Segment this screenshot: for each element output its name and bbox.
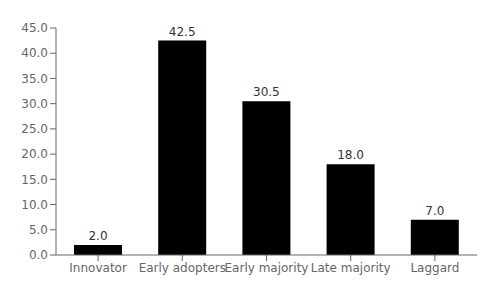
- svg-text:30.0: 30.0: [21, 97, 48, 111]
- svg-text:18.0: 18.0: [337, 148, 364, 162]
- svg-text:Early adopters: Early adopters: [139, 261, 226, 275]
- svg-text:Innovator: Innovator: [69, 261, 127, 275]
- svg-text:Laggard: Laggard: [410, 261, 459, 275]
- svg-text:15.0: 15.0: [21, 173, 48, 187]
- svg-text:Early majority: Early majority: [225, 261, 309, 275]
- svg-text:2.0: 2.0: [88, 229, 107, 243]
- svg-text:0.0: 0.0: [29, 248, 48, 262]
- svg-text:5.0: 5.0: [29, 223, 48, 237]
- svg-text:Late majority: Late majority: [311, 261, 391, 275]
- svg-text:25.0: 25.0: [21, 122, 48, 136]
- svg-text:30.5: 30.5: [253, 85, 280, 99]
- svg-text:7.0: 7.0: [425, 204, 444, 218]
- svg-text:10.0: 10.0: [21, 198, 48, 212]
- svg-text:20.0: 20.0: [21, 147, 48, 161]
- svg-text:45.0: 45.0: [21, 21, 48, 35]
- svg-text:35.0: 35.0: [21, 72, 48, 86]
- svg-text:40.0: 40.0: [21, 46, 48, 60]
- svg-text:42.5: 42.5: [169, 25, 196, 39]
